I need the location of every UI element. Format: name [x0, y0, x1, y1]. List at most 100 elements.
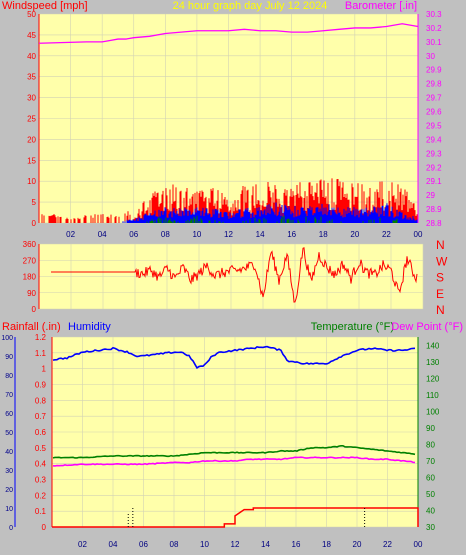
windspeed-tick-label: 25 [27, 115, 36, 124]
windspeed-tick-label: 50 [27, 10, 36, 19]
windspeed-tick-label: 30 [27, 94, 36, 103]
barometer-axis-label: Barometer [.in] [345, 0, 417, 12]
plot1-x-tick-label: 04 [98, 230, 107, 239]
direction-tick-label: 0 [32, 305, 37, 314]
wind-average-series [122, 202, 418, 223]
plot3-x-tick-label: 14 [261, 540, 270, 549]
rainfall-tick-label: 0.5 [35, 444, 47, 453]
temperature-tick-label: 110 [426, 391, 439, 400]
barometer-tick-label: 29 [426, 191, 435, 200]
windspeed-tick-label: 20 [27, 135, 36, 144]
direction-tick-label: 270 [23, 256, 37, 265]
windspeed-tick-label: 15 [27, 156, 36, 165]
barometer-tick-label: 29.5 [426, 121, 442, 130]
plot3-x-tick-label: 04 [109, 540, 118, 549]
temperature-tick-label: 80 [426, 440, 435, 449]
rainfall-tick-label: 0.2 [35, 491, 47, 500]
barometer-tick-label: 29.1 [426, 177, 442, 186]
barometer-tick-label: 29.3 [426, 149, 442, 158]
humidity-tick-label: 100 [1, 335, 13, 342]
plot3-x-tick-label: 02 [78, 540, 87, 549]
temperature-tick-label: 70 [426, 457, 435, 466]
compass-label: N [436, 303, 445, 317]
barometer-tick-label: 29.9 [426, 66, 442, 75]
rainfall-axis-label: Rainfall (.in) [2, 321, 61, 333]
barometer-tick-label: 30.2 [426, 24, 442, 33]
temperature-tick-label: 30 [426, 523, 435, 532]
plot1-x-tick-label: 12 [224, 230, 233, 239]
humidity-tick-label: 0 [9, 525, 13, 532]
temperature-tick-label: 140 [426, 341, 440, 350]
rainfall-tick-label: 0.3 [35, 476, 47, 485]
rainfall-tick-label: 0.9 [35, 381, 47, 390]
humidity-tick-label: 80 [5, 373, 13, 380]
plot3-x-tick-label: 12 [231, 540, 240, 549]
humidity-tick-label: 20 [5, 487, 13, 494]
windspeed-tick-label: 0 [32, 219, 37, 228]
wind-green-series [146, 215, 398, 223]
plot1-x-tick-label: 16 [287, 230, 296, 239]
plot1-x-tick-label: 08 [161, 230, 170, 239]
rainfall-tick-label: 0.7 [35, 412, 47, 421]
plot3-x-tick-label: 22 [383, 540, 392, 549]
temperature-tick-label: 130 [426, 358, 440, 367]
plot3-x-tick-label: 20 [353, 540, 362, 549]
windspeed-tick-label: 40 [27, 52, 36, 61]
plot1-x-tick-label: 22 [382, 230, 391, 239]
plot1-x-tick-label: 20 [350, 230, 359, 239]
humidity-tick-label: 70 [5, 392, 13, 399]
windspeed-tick-label: 45 [27, 31, 36, 40]
rainfall-tick-label: 0 [42, 523, 47, 532]
direction-tick-label: 360 [23, 240, 37, 249]
temperature-tick-label: 60 [426, 473, 435, 482]
dewpoint-axis-label: Dew Point (°F) [391, 321, 463, 333]
plot1-x-tick-label: 00 [414, 230, 423, 239]
plot3-x-tick-label: 00 [414, 540, 423, 549]
barometer-tick-label: 29.6 [426, 108, 442, 117]
compass-label: N [436, 238, 445, 252]
humidity-tick-label: 90 [5, 354, 13, 361]
direction-tick-label: 90 [27, 289, 36, 298]
barometer-tick-label: 30.3 [426, 10, 442, 19]
humidity-line [52, 345, 416, 370]
barometer-tick-label: 30.1 [426, 38, 442, 47]
barometer-tick-label: 28.9 [426, 205, 442, 214]
temperature-axis-label: Temperature (°F) [311, 321, 394, 333]
humidity-tick-label: 50 [5, 430, 13, 437]
rainfall-tick-label: 1 [42, 365, 47, 374]
rainfall-tick-label: 0.4 [35, 460, 47, 469]
temperature-tick-label: 100 [426, 407, 440, 416]
plot3-x-tick-label: 10 [200, 540, 209, 549]
rainfall-line [52, 507, 419, 528]
graph-title: 24 hour graph day July 12 2024 [173, 0, 328, 12]
barometer-tick-label: 29.7 [426, 94, 442, 103]
windspeed-tick-label: 5 [32, 198, 37, 207]
plot1-x-tick-label: 14 [256, 230, 265, 239]
rainfall-tick-label: 1.1 [35, 349, 47, 358]
direction-tick-label: 180 [23, 273, 37, 282]
rainfall-tick-label: 0.8 [35, 396, 47, 405]
temperature-tick-label: 40 [426, 506, 435, 515]
windspeed-axis-label: Windspeed [mph] [2, 0, 88, 12]
barometer-line [38, 23, 419, 44]
windspeed-tick-label: 10 [27, 177, 36, 186]
rainfall-tick-label: 1.2 [35, 333, 47, 342]
plot1-x-tick-label: 02 [66, 230, 75, 239]
barometer-tick-label: 29.4 [426, 135, 442, 144]
rainfall-tick-label: 0.1 [35, 507, 47, 516]
plot1-x-tick-label: 18 [319, 230, 328, 239]
wind-direction-line [51, 247, 418, 303]
barometer-tick-label: 30 [426, 52, 435, 61]
plot1-x-tick-label: 06 [129, 230, 138, 239]
dewpoint-line [52, 456, 416, 467]
temperature-line [52, 444, 416, 459]
compass-label: W [436, 254, 448, 268]
compass-label: S [436, 271, 444, 285]
humidity-tick-label: 10 [5, 506, 13, 513]
humidity-tick-label: 30 [5, 468, 13, 475]
temperature-tick-label: 90 [426, 424, 435, 433]
plot3-x-tick-label: 18 [322, 540, 331, 549]
rainfall-tick-label: 0.6 [35, 428, 47, 437]
plot3-x-tick-label: 16 [292, 540, 301, 549]
plot3-x-tick-label: 06 [139, 540, 148, 549]
